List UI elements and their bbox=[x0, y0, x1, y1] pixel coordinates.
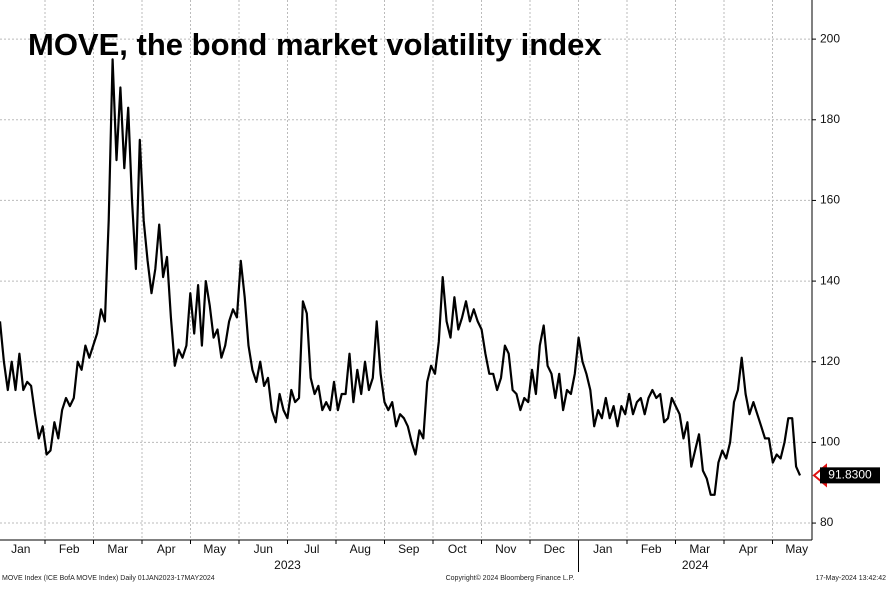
marks bbox=[0, 58, 802, 496]
chart-title: MOVE, the bond market volatility index bbox=[28, 27, 602, 62]
x-tick-label: Feb bbox=[641, 542, 662, 556]
footer-right: 17-May-2024 13:42:42 bbox=[816, 575, 887, 582]
x-tick-label: Mar bbox=[689, 542, 710, 556]
last-value-box bbox=[820, 467, 880, 484]
x-tick-label: Jan bbox=[11, 542, 30, 556]
y-tick-label: 160 bbox=[820, 193, 840, 207]
x-tick-label: Sep bbox=[398, 542, 420, 556]
x-tick-label: Feb bbox=[59, 542, 80, 556]
x-tick-label: Apr bbox=[157, 542, 176, 556]
x-tick-label: Apr bbox=[739, 542, 758, 556]
y-tick-label: 80 bbox=[820, 515, 834, 529]
y-tick-label: 180 bbox=[820, 112, 840, 126]
y-tick-label: 200 bbox=[820, 31, 840, 45]
x-tick-label: Dec bbox=[544, 542, 565, 556]
series-line bbox=[0, 58, 802, 496]
x-tick-label: Oct bbox=[448, 542, 467, 556]
footer-center: Copyright© 2024 Bloomberg Finance L.P. bbox=[446, 574, 575, 582]
x-tick-label: Jul bbox=[304, 542, 319, 556]
x-tick-label: Jun bbox=[254, 542, 273, 556]
footer-left: MOVE Index (ICE BofA MOVE Index) Daily 0… bbox=[2, 575, 215, 582]
year-label: 2024 bbox=[682, 558, 709, 572]
last-value-label: 91.8300 bbox=[828, 468, 872, 482]
y-tick-label: 100 bbox=[820, 435, 840, 449]
year-label: 2023 bbox=[274, 558, 301, 572]
grid bbox=[0, 0, 812, 540]
x-tick-label: Mar bbox=[107, 542, 128, 556]
y-tick-label: 120 bbox=[820, 354, 840, 368]
x-tick-label: Aug bbox=[350, 542, 371, 556]
x-tick-label: May bbox=[203, 542, 226, 556]
x-tick-label: Nov bbox=[495, 542, 516, 556]
x-tick-label: May bbox=[785, 542, 808, 556]
x-tick-label: Jan bbox=[593, 542, 612, 556]
y-tick-label: 140 bbox=[820, 273, 840, 287]
